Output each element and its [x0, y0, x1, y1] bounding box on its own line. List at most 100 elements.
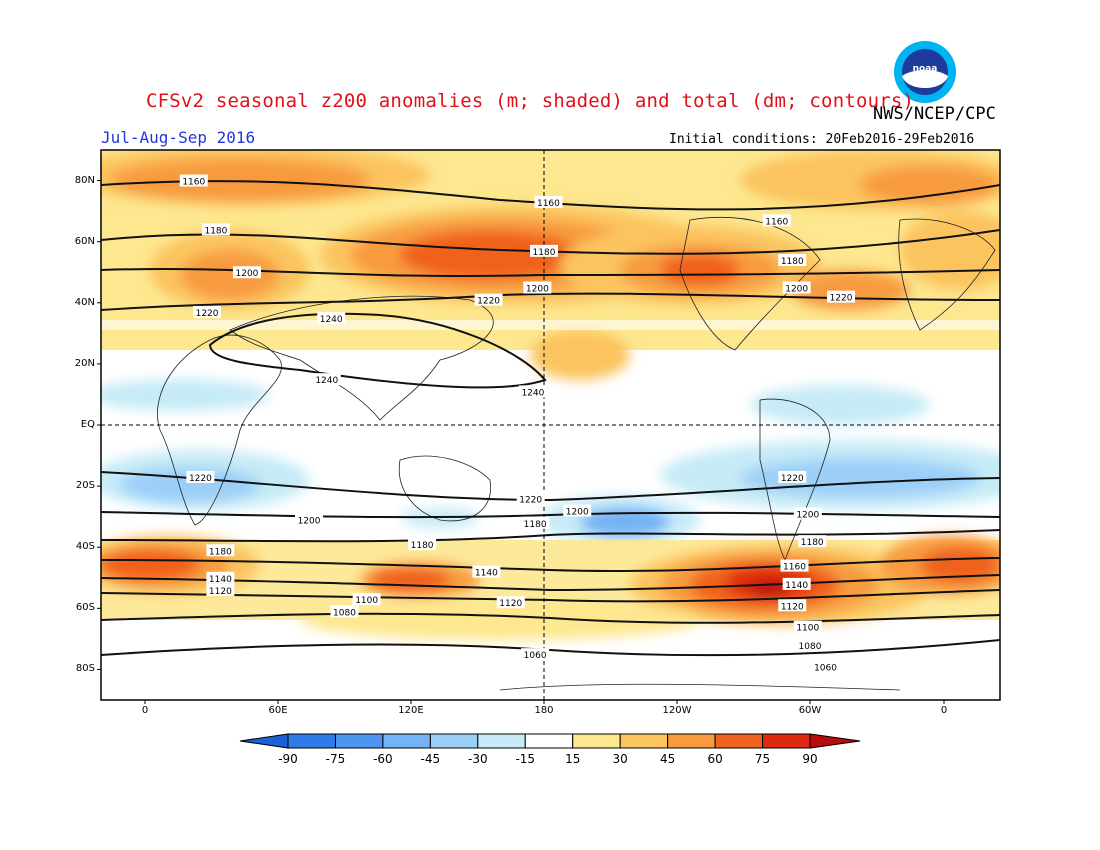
axis-ticks	[97, 180, 945, 704]
lat-tick-label: 20N	[74, 357, 95, 369]
colorbar-tick-label: -75	[325, 752, 346, 766]
contour-label: 1200	[523, 281, 552, 295]
contour-label-text: 1080	[799, 642, 822, 652]
colorbar-tick-label: -15	[515, 752, 536, 766]
colorbar-swatch	[429, 733, 479, 749]
lat-tick-label: EQ	[80, 419, 95, 430]
lon-tick-label: 0	[940, 705, 948, 716]
colorbar-tick-label: 90	[802, 752, 818, 766]
contour-label: 1120	[778, 599, 807, 612]
contour-label-text: 1200	[236, 269, 259, 279]
lat-tick-label: 20S	[75, 480, 95, 492]
lat-tick-label: 80N	[74, 174, 95, 186]
contour-label: 1180	[408, 538, 437, 551]
colorbar-swatch	[524, 733, 574, 749]
contour-label-text: 1180	[411, 541, 434, 551]
contour-label: 1200	[793, 507, 822, 521]
lat-tick-label: 60S	[75, 602, 95, 614]
contour-label: 1160	[780, 559, 809, 573]
colorbar-tick-label: 60	[707, 752, 723, 766]
initial-conditions: Initial conditions: 20Feb2016-29Feb2016	[669, 132, 975, 147]
contour-label: 1240	[317, 312, 346, 325]
contour-label-text: 1140	[209, 575, 232, 585]
contour-label-text: 1200	[566, 508, 589, 518]
contour-label: 1220	[186, 470, 215, 484]
contour-label-text: 1180	[524, 520, 547, 530]
lat-tick-label: 40S	[75, 541, 95, 553]
colorbar-swatch	[762, 733, 811, 749]
contour-label: 1100	[352, 593, 381, 606]
coastlines	[157, 217, 996, 691]
contour-label-text: 1200	[785, 285, 808, 295]
contour-label-text: 1220	[196, 309, 219, 319]
contour-label: 1180	[521, 516, 550, 530]
contour-label: 1240	[518, 385, 547, 398]
lon-tick-label: 180	[534, 705, 554, 716]
colorbar-tick-label: -45	[420, 752, 441, 766]
colorbar-swatch	[714, 733, 764, 749]
lat-tick-label: 40N	[74, 296, 95, 308]
contour-label-text: 1200	[298, 517, 321, 527]
contour-label: 1140	[206, 571, 235, 585]
contour-label: 1200	[782, 281, 811, 295]
contour-label-text: 1180	[781, 257, 804, 267]
colorbar-tick-label: -60	[373, 752, 393, 766]
contour-label-text: 1080	[333, 608, 356, 618]
contour-label-text: 1120	[499, 599, 522, 609]
lon-tick-label: 60E	[268, 705, 288, 716]
colorbar-swatch	[287, 733, 336, 749]
contour-label-text: 1160	[537, 199, 560, 209]
contour-label-text: 1180	[533, 248, 556, 258]
anomaly-shading	[101, 150, 1000, 700]
colorbar-tick-label: 30	[612, 752, 628, 766]
colorbar-tick-label: -90	[278, 752, 298, 766]
chart-title: CFSv2 seasonal z200 anomalies (m; shaded…	[146, 90, 915, 112]
colorbar-left-arrow	[239, 733, 289, 749]
contour-label: 1140	[782, 577, 811, 591]
contour-label: 1220	[778, 470, 807, 484]
contour-label-text: 1200	[796, 511, 819, 521]
contour-label: 1200	[563, 504, 592, 518]
contour-label-text: 1240	[521, 388, 544, 398]
contour-label: 1160	[534, 195, 563, 209]
contour-label: 1120	[496, 596, 525, 609]
contour-label: 1220	[516, 492, 545, 505]
lat-tick-label: 80S	[75, 663, 95, 675]
contour-label: 1200	[232, 266, 261, 279]
contour-label-text: 1060	[524, 651, 547, 661]
contour-label-text: 1220	[189, 474, 212, 484]
contour-label-text: 1240	[320, 315, 343, 325]
contour-label: 1180	[201, 223, 230, 236]
contour-label: 1220	[827, 290, 856, 304]
lon-tick-label: 120E	[398, 705, 424, 716]
colorbar	[239, 733, 861, 749]
contour-label: 1120	[206, 584, 235, 597]
svg-text:noaa: noaa	[913, 64, 938, 74]
colorbar-tick-label: -30	[468, 752, 488, 766]
contour-label: 1100	[793, 620, 822, 634]
contour-label: 1240	[312, 373, 341, 386]
contour-label: 1180	[778, 254, 807, 267]
contour-label: 1180	[206, 544, 235, 557]
contour-label-text: 1060	[814, 663, 837, 673]
contour-label-text: 1120	[209, 587, 232, 597]
contour-label: 1180	[530, 244, 558, 258]
contour-label: 1160	[179, 174, 208, 188]
colorbar-tick-label: 75	[754, 752, 771, 766]
colorbar-swatch	[619, 733, 669, 749]
contour-label-text: 1140	[475, 569, 498, 579]
contour-label: 1220	[474, 293, 503, 307]
contour-label: 1140	[472, 565, 501, 579]
noaa-logo-icon: noaa	[894, 41, 956, 103]
contour-label-text: 1180	[801, 538, 824, 548]
colorbar-swatch	[382, 733, 431, 749]
colorbar-swatch	[572, 733, 621, 749]
contour-label-text: 1200	[526, 285, 549, 295]
contour-label: 1060	[521, 648, 550, 661]
colorbar-tick-label: 45	[659, 752, 676, 766]
lon-tick-label: 60W	[798, 705, 822, 716]
contour-label: 1080	[796, 639, 824, 652]
contour-label-text: 1140	[785, 581, 808, 591]
contour-labels: 1160 1160 1160 1180 1180 1180 1200 1200 1200 1220…	[179, 174, 856, 673]
contour-label: 1180	[798, 535, 827, 548]
